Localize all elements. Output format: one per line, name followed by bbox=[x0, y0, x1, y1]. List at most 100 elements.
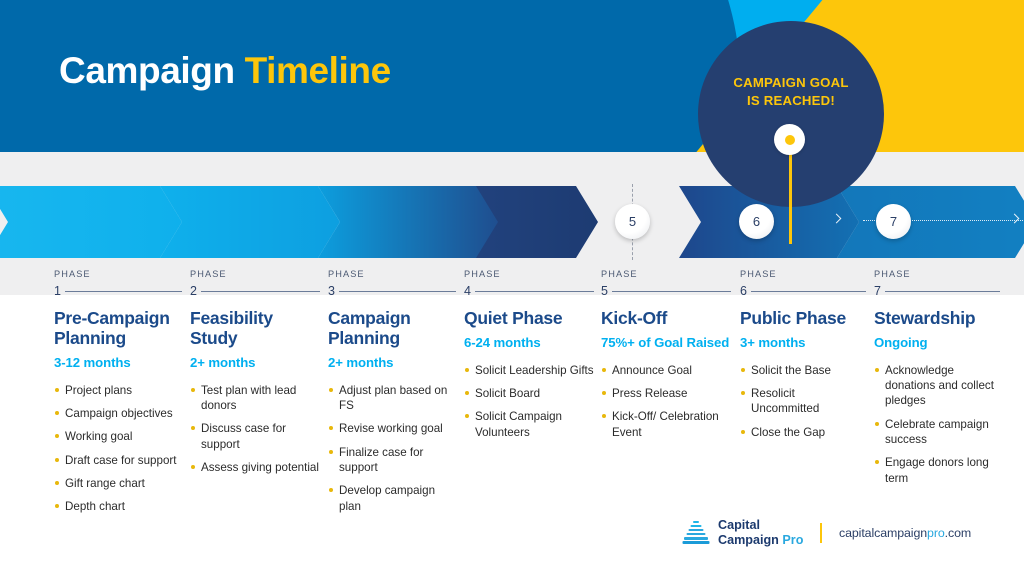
phase-title: Pre-Campaign Planning bbox=[54, 308, 170, 348]
list-item: Gift range chart bbox=[54, 476, 182, 491]
phase-task-list: Solicit Leadership Gifts Solicit Board Sol… bbox=[464, 363, 594, 440]
phase-number-rule: 2 bbox=[190, 282, 320, 300]
url-post: .com bbox=[944, 525, 972, 540]
phase-number: 4 bbox=[464, 284, 471, 298]
phase-number-rule: 1 bbox=[54, 282, 182, 300]
phase-number: 2 bbox=[190, 284, 197, 298]
phase-number: 6 bbox=[740, 284, 747, 298]
phase-column-4: PHASE 4 Quiet Phase 6-24 months Solicit Lead… bbox=[464, 262, 594, 448]
page-title: Campaign Timeline bbox=[59, 50, 391, 92]
list-item: Solicit Leadership Gifts bbox=[464, 363, 594, 378]
phase-duration: 3+ months bbox=[740, 334, 806, 350]
phase-duration: 3-12 months bbox=[54, 354, 131, 370]
timeline-arrow-7[interactable] bbox=[837, 186, 1024, 258]
list-item: Project plans bbox=[54, 383, 182, 398]
phase-number-rule: 3 bbox=[328, 282, 456, 300]
phase-duration: 75%+ of Goal Raised bbox=[601, 334, 730, 350]
header-dark-blue-shape bbox=[0, 0, 740, 152]
brand-line1: Capital bbox=[718, 518, 760, 532]
phase-column-3: PHASE 3 Campaign Planning 2+ months Adjust p… bbox=[328, 262, 456, 522]
phase-label: PHASE bbox=[874, 269, 911, 279]
list-item: Announce Goal bbox=[601, 363, 731, 378]
phase-number: 5 bbox=[601, 284, 608, 298]
phase-column-5: PHASE 5 Kick-Off 75%+ of Goal Raised Announc… bbox=[601, 262, 731, 448]
phase-rule-divider bbox=[200, 290, 320, 292]
list-item: Discuss case for support bbox=[190, 421, 320, 452]
phase-task-list: Announce Goal Press Release Kick-Off/ Cele… bbox=[601, 363, 731, 440]
campaign-goal-badge-text: CAMPAIGN GOAL IS REACHED! bbox=[733, 74, 848, 110]
chevron-right-icon bbox=[833, 215, 840, 226]
page-title-primary: Campaign bbox=[59, 50, 235, 91]
goal-pin-stem bbox=[789, 138, 792, 244]
list-item: Depth chart bbox=[54, 499, 182, 514]
list-item: Adjust plan based on FS bbox=[328, 383, 456, 414]
list-item: Solicit the Base bbox=[740, 363, 866, 378]
phase-number-rule: 7 bbox=[874, 282, 1000, 300]
list-item: Resolicit Uncommitted bbox=[740, 386, 866, 417]
list-item: Celebrate campaign success bbox=[874, 417, 1000, 448]
phase-column-1: PHASE 1 Pre-Campaign Planning 3-12 months Pr… bbox=[54, 262, 182, 523]
timeline-arrows bbox=[0, 186, 1024, 258]
content-background bbox=[0, 295, 1024, 576]
phase-title: Public Phase bbox=[740, 308, 846, 328]
list-item: Acknowledge donations and collect pledge… bbox=[874, 363, 1000, 409]
brand-line2-wrap: Campaign Pro bbox=[718, 533, 803, 548]
list-item: Solicit Campaign Volunteers bbox=[464, 409, 594, 440]
phase-number: 1 bbox=[54, 284, 61, 298]
phase-number-rule: 4 bbox=[464, 282, 594, 300]
phase-task-list: Test plan with lead donors Discuss case f… bbox=[190, 383, 320, 475]
list-item: Engage donors long term bbox=[874, 455, 1000, 486]
phase-label: PHASE bbox=[190, 269, 227, 279]
phase-task-list: Adjust plan based on FS Revise working go… bbox=[328, 383, 456, 514]
timeline-arrow-2[interactable] bbox=[160, 186, 340, 258]
timeline-arrow-3[interactable] bbox=[318, 186, 498, 258]
phase-duration: Ongoing bbox=[874, 334, 928, 350]
phase-number: 7 bbox=[874, 284, 881, 298]
timeline-arrow-1[interactable] bbox=[0, 186, 182, 258]
list-item: Campaign objectives bbox=[54, 406, 182, 421]
phase-title: Quiet Phase bbox=[464, 308, 563, 328]
list-item: Test plan with lead donors bbox=[190, 383, 320, 414]
goal-pin-dot-icon bbox=[785, 135, 795, 145]
phase-label: PHASE bbox=[464, 269, 501, 279]
phase-label: PHASE bbox=[601, 269, 638, 279]
list-item: Assess giving potential bbox=[190, 460, 320, 475]
list-item: Kick-Off/ Celebration Event bbox=[601, 409, 731, 440]
arrow-dotted-connector bbox=[863, 220, 1023, 221]
phase-number-rule: 6 bbox=[740, 282, 866, 300]
goal-badge-line2: IS REACHED! bbox=[747, 92, 835, 108]
list-item: Draft case for support bbox=[54, 453, 182, 468]
phase-duration: 2+ months bbox=[190, 354, 256, 370]
timeline-step-circle-7[interactable]: 7 bbox=[876, 204, 911, 239]
phase-task-list: Solicit the Base Resolicit Uncommitted Clo… bbox=[740, 363, 866, 440]
campaign-goal-badge: CAMPAIGN GOAL IS REACHED! bbox=[698, 21, 884, 207]
phase-rule-divider bbox=[64, 290, 182, 292]
phase-task-list: Project plans Campaign objectives Working … bbox=[54, 383, 182, 515]
phase-columns: PHASE 1 Pre-Campaign Planning 3-12 months Pr… bbox=[0, 262, 1024, 576]
list-item: Close the Gap bbox=[740, 425, 866, 440]
list-item: Develop campaign plan bbox=[328, 483, 456, 514]
phase-label: PHASE bbox=[54, 269, 91, 279]
footer-website-url[interactable]: capitalcampaignpro.com bbox=[839, 526, 971, 540]
phase-label: PHASE bbox=[328, 269, 365, 279]
list-item: Finalize case for support bbox=[328, 445, 456, 476]
phase-column-2: PHASE 2 Feasibility Study 2+ months Test pla… bbox=[190, 262, 320, 483]
phase-rule-divider bbox=[884, 290, 1000, 292]
phase-rule-divider bbox=[611, 290, 731, 292]
phase-duration: 2+ months bbox=[328, 354, 394, 370]
timeline-step-circle-5[interactable]: 5 bbox=[615, 204, 650, 239]
phase-task-list: Acknowledge donations and collect pledge… bbox=[874, 363, 1000, 486]
footer-branding: Capital Campaign Pro capitalcampaignpro.… bbox=[682, 518, 971, 548]
chevron-right-icon bbox=[1011, 215, 1018, 226]
brand-pro: Pro bbox=[782, 532, 804, 547]
phase-title: Campaign Planning bbox=[328, 308, 411, 348]
phase-number-rule: 5 bbox=[601, 282, 731, 300]
phase-rule-divider bbox=[474, 290, 594, 292]
phase-title: Stewardship bbox=[874, 308, 976, 328]
list-item: Working goal bbox=[54, 429, 182, 444]
timeline-step-circle-6[interactable]: 6 bbox=[739, 204, 774, 239]
phase-title: Feasibility Study bbox=[190, 308, 273, 348]
goal-badge-line1: CAMPAIGN GOAL bbox=[733, 75, 849, 90]
list-item: Solicit Board bbox=[464, 386, 594, 401]
